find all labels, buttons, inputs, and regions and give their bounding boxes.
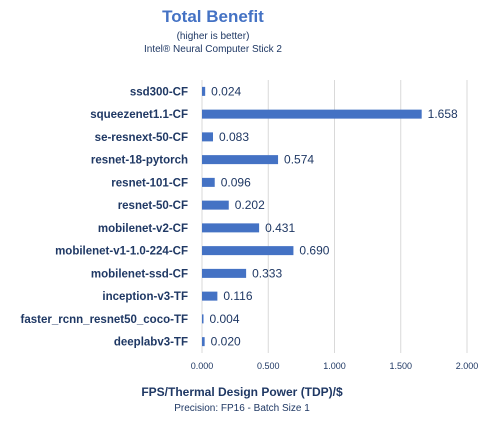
- chart-title: Total Benefit: [162, 7, 264, 26]
- category-labels: ssd300-CF squeezenet1.1-CF se-resnext-50-C…: [21, 86, 188, 348]
- category-label: mobilenet-ssd-CF: [91, 268, 188, 280]
- value-label: 0.004: [210, 312, 240, 326]
- category-label: resnet-101-CF: [111, 177, 188, 189]
- value-label: 0.116: [223, 289, 252, 303]
- bar: [202, 314, 204, 324]
- bar: [202, 155, 279, 165]
- x-tick-label: 0.500: [257, 361, 280, 371]
- category-label: resnet-18-pytorch: [91, 155, 188, 167]
- bar: [202, 109, 422, 119]
- x-tick-label: 1.000: [323, 361, 346, 371]
- value-label: 0.024: [211, 84, 241, 98]
- category-label: deeplabv3-TF: [114, 337, 188, 349]
- category-label: mobilenet-v2-CF: [98, 223, 188, 235]
- chart-device-label: Intel® Neural Computer Stick 2: [144, 44, 282, 55]
- bar: [202, 86, 206, 96]
- category-label: ssd300-CF: [130, 86, 188, 98]
- x-tick-labels: 0.000 0.500 1.000 1.500 2.000: [191, 361, 479, 371]
- x-axis-title: FPS/Thermal Design Power (TDP)/$: [141, 385, 343, 399]
- value-label: 0.020: [211, 335, 241, 349]
- bar: [202, 291, 218, 301]
- chart-subtitle: (higher is better): [177, 31, 250, 42]
- gridlines: [201, 80, 468, 353]
- value-label: 0.431: [265, 221, 295, 235]
- category-label: squeezenet1.1-CF: [90, 109, 188, 121]
- x-tick-label: 1.500: [389, 361, 412, 371]
- bar: [202, 268, 247, 278]
- bar: [202, 200, 229, 210]
- value-label: 0.333: [252, 266, 282, 280]
- category-label: resnet-50-CF: [118, 200, 188, 212]
- category-label: se-resnext-50-CF: [95, 132, 188, 144]
- value-label: 0.690: [299, 244, 329, 258]
- category-label: mobilenet-v1-1.0-224-CF: [55, 246, 188, 258]
- category-label: faster_rcnn_resnet50_coco-TF: [21, 314, 188, 326]
- precision-note: Precision: FP16 - Batch Size 1: [174, 403, 310, 414]
- value-label: 0.083: [219, 130, 249, 144]
- category-label: inception-v3-TF: [102, 291, 188, 303]
- value-label: 0.096: [221, 175, 251, 189]
- value-label: 1.658: [428, 107, 458, 121]
- x-tick-label: 0.000: [191, 361, 214, 371]
- value-label: 0.202: [235, 198, 265, 212]
- bars: [202, 86, 422, 347]
- bar: [202, 246, 294, 256]
- bar: [202, 223, 260, 233]
- bar: [202, 337, 205, 347]
- x-tick-label: 2.000: [456, 361, 479, 371]
- bar: [202, 177, 215, 187]
- bar: [202, 132, 213, 142]
- value-label: 0.574: [284, 153, 314, 167]
